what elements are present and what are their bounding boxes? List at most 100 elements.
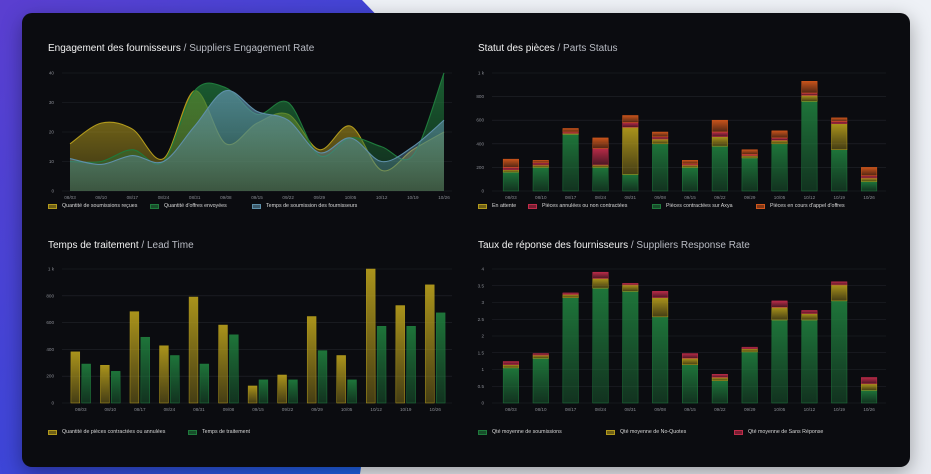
bar-segment [801, 313, 818, 321]
bar-segment [771, 319, 788, 404]
bar-segment [861, 177, 878, 182]
legend-swatch [606, 429, 615, 435]
x-tick-label: 10/05 [774, 195, 786, 200]
response-rate-chart: 0 0.5 1 1.5 2 2.5 3 3.5 4 08/03 08/10 08/17 08/24 08/… [478, 267, 886, 412]
x-tick-label: 09/22 [714, 195, 726, 200]
bar-segment [562, 134, 579, 192]
bar [376, 326, 387, 404]
bar-segment [502, 367, 519, 404]
x-tick-label: 09/15 [684, 195, 696, 200]
y-tick-label: 400 [46, 347, 54, 352]
bar-segment [771, 300, 788, 308]
x-tick-label: 08/31 [625, 195, 637, 200]
x-tick-label: 09/22 [282, 407, 294, 412]
x-tick-label: 08/31 [193, 407, 205, 412]
legend-swatch [528, 203, 537, 209]
bar-segment [711, 377, 728, 381]
legend-item[interactable]: Quantité de pièces contractées ou annulé… [48, 429, 188, 435]
dashboard-panel: Engagement des fournisseurs / Suppliers … [22, 13, 910, 467]
bar [140, 336, 150, 404]
bar [159, 345, 169, 404]
y-tick-label: 10 [49, 159, 55, 164]
bar [366, 268, 376, 404]
bar-segment [741, 348, 758, 353]
legend-item[interactable]: Quantité d'offres envoyées [150, 203, 252, 209]
bar-segment [771, 143, 788, 192]
bar-segment [711, 380, 728, 404]
x-tick-label: 08/17 [127, 195, 139, 200]
y-tick-label: 2.5 [478, 317, 485, 322]
legend-item[interactable]: Qté moyenne de Sans Réponse [734, 429, 854, 435]
x-tick-label: 09/29 [744, 195, 756, 200]
bar-segment [681, 164, 699, 168]
bar-segment [861, 377, 878, 385]
legend-item[interactable]: Pièces contractées sur Axya [652, 203, 756, 209]
bar [317, 350, 328, 404]
bar-segment [592, 167, 609, 192]
x-tick-label: 08/31 [625, 407, 637, 412]
bar [406, 326, 416, 404]
legend-swatch [48, 203, 57, 209]
bar-segment [741, 351, 758, 404]
x-tick-label: 08/10 [95, 195, 107, 200]
x-tick-label: 08/03 [505, 407, 517, 412]
bar-segment [831, 149, 848, 192]
legend-item[interactable]: Temps de traitement [188, 429, 308, 435]
y-tick-label: 30 [49, 100, 55, 105]
bar-segment [622, 127, 639, 175]
bar-segment [502, 171, 519, 192]
y-tick-label: 0 [51, 189, 54, 194]
bar-segment [622, 115, 639, 123]
bar-segment [502, 167, 519, 171]
x-tick-label: 09/15 [684, 407, 696, 412]
x-tick-label: 10/19 [407, 195, 419, 200]
legend-item[interactable]: Qté moyenne de soumissions [478, 429, 606, 435]
x-tick-label: 08/17 [565, 195, 577, 200]
y-tick-label: 600 [476, 118, 484, 123]
legend-label: Pièces annulées ou non contractées [542, 203, 628, 209]
area-fill [70, 90, 444, 191]
x-tick-label: 10/12 [804, 195, 816, 200]
bar-segment [681, 364, 699, 404]
bar-segment [831, 284, 848, 302]
lead-time-chart: 0 200 400 600 800 1 k 08/03 08/10 08/17 08/24 08/3… [46, 267, 452, 412]
x-tick-label: 09/08 [654, 407, 666, 412]
legend-item[interactable]: Quantité de soumissions reçues [48, 203, 150, 209]
legend-item[interactable]: Pièces annulées ou non contractées [528, 203, 652, 209]
series-line [69, 90, 445, 166]
bar [395, 305, 405, 404]
legend-swatch [188, 429, 197, 435]
legend-label: Quantité d'offres envoyées [164, 203, 227, 209]
response-rate-title: Taux de réponse des fournisseurs / Suppl… [478, 240, 750, 251]
bar-segment [681, 353, 699, 359]
bar-segment [532, 353, 549, 356]
bar [188, 296, 199, 404]
bar-segment [711, 136, 728, 147]
x-tick-label: 09/22 [282, 195, 294, 200]
engagement-legend: Quantité de soumissions reçues Quantité d… [48, 203, 402, 209]
bar-segment [562, 292, 579, 295]
x-tick-label: 09/29 [744, 407, 756, 412]
bar-segment [831, 300, 848, 404]
x-tick-label: 10/05 [345, 195, 357, 200]
engagement-title: Engagement des fournisseurs / Suppliers … [48, 43, 315, 54]
legend-label: Temps de traitement [202, 429, 250, 435]
legend-swatch [652, 203, 661, 209]
bar-segment [562, 297, 579, 404]
y-tick-label: 0.5 [478, 384, 485, 389]
x-tick-label: 10/19 [400, 407, 412, 412]
legend-item[interactable]: Qté moyenne de No-Quotes [606, 429, 734, 435]
bar-segment [652, 138, 669, 145]
legend-item[interactable]: Pièces en cours d'appel d'offres [756, 203, 876, 209]
bar [229, 334, 239, 404]
legend-swatch [734, 429, 743, 435]
legend-label: Qté moyenne de Sans Réponse [748, 429, 824, 435]
bar-segment [592, 137, 609, 149]
legend-swatch [48, 429, 57, 435]
bar [218, 324, 228, 404]
bar-segment [861, 167, 878, 176]
x-tick-label: 09/22 [714, 407, 726, 412]
legend-item[interactable]: En attente [478, 203, 528, 209]
legend-item[interactable]: Temps de soumission des fournisseurs [252, 203, 402, 209]
bar-segment [831, 281, 848, 286]
